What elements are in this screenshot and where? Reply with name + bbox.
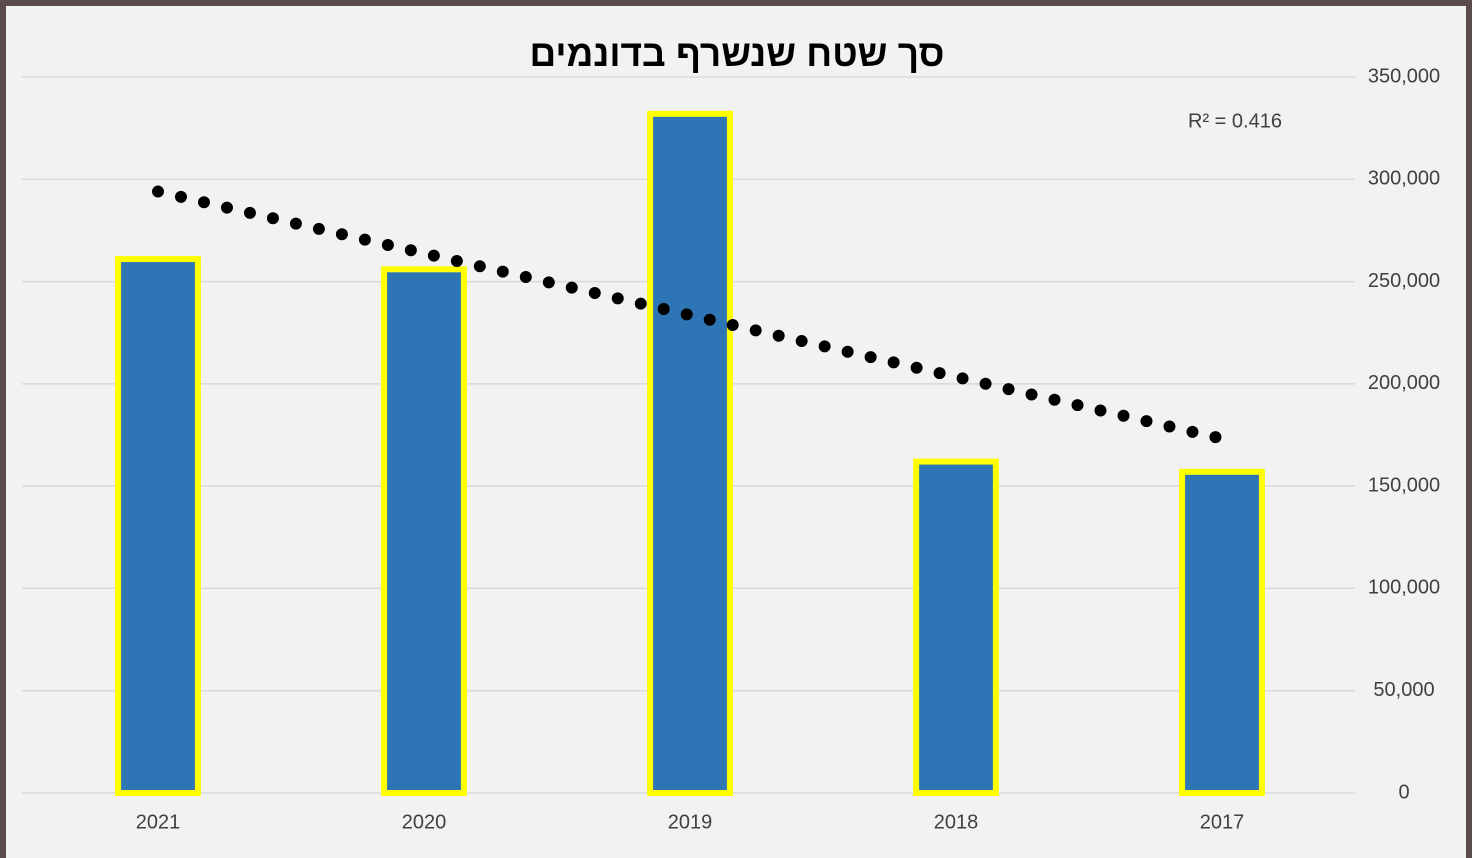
- bar: [913, 458, 999, 796]
- bar: [647, 110, 733, 796]
- y-tick-label: 50,000: [1373, 679, 1434, 701]
- trendline: [152, 185, 1228, 445]
- x-tick-label: 2021: [136, 811, 181, 833]
- y-tick-label: 0: [1398, 781, 1409, 803]
- bar: [115, 256, 201, 797]
- x-tick-label: 2017: [1200, 811, 1245, 833]
- chart-title: סך שטח שנשרף בדונמים: [529, 33, 944, 74]
- bar: [381, 266, 467, 797]
- annotation: R² = 0.416: [1188, 110, 1282, 132]
- y-tick-label: 250,000: [1368, 270, 1440, 292]
- bar: [1179, 468, 1265, 796]
- y-tick-label: 150,000: [1368, 474, 1440, 496]
- x-tick-label: 2020: [402, 811, 447, 833]
- y-tick-label: 200,000: [1368, 372, 1440, 394]
- y-tick-label: 100,000: [1368, 577, 1440, 599]
- x-tick-label: 2019: [668, 811, 713, 833]
- y-tick-label: 300,000: [1368, 168, 1440, 190]
- x-tick-label: 2018: [934, 811, 979, 833]
- y-tick-label: 350,000: [1368, 65, 1440, 87]
